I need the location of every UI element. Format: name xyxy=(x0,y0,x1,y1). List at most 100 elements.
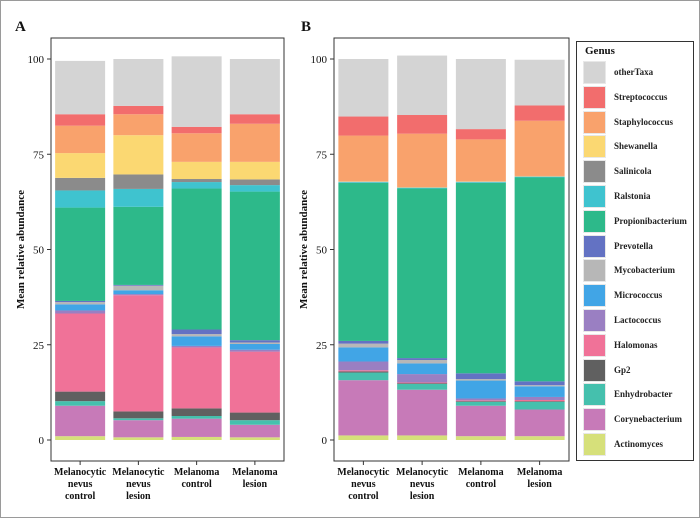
bar-segment-halomonas xyxy=(229,351,280,413)
bar-segment-mycobacterium xyxy=(229,342,280,344)
bar-segment-enhydrobacter xyxy=(55,401,106,406)
bar-stack-4 xyxy=(514,59,565,440)
legend-item-mycobacterium: Mycobacterium xyxy=(583,259,691,283)
bar-segment-staphylococcus xyxy=(455,139,506,182)
bar-segment-streptococcus xyxy=(338,116,389,136)
legend-label: Actinomyces xyxy=(614,439,663,449)
bar-segment-actinomyces xyxy=(229,437,280,440)
bar-segment-gp2 xyxy=(397,383,448,384)
bar-segment-ralstonia xyxy=(55,190,106,208)
legend-item-othertaxa: otherTaxa xyxy=(583,61,691,85)
bar-segment-halomonas xyxy=(113,295,164,412)
bar-segment-actinomyces xyxy=(113,437,164,440)
bar-segment-propionibacterium xyxy=(55,207,106,301)
legend-item-prevotella: Prevotella xyxy=(583,234,691,259)
y-tick-label: 0 xyxy=(322,435,328,447)
panel-1: A Mean relative abundance 0 25 50 75 100 Melano… xyxy=(15,19,285,502)
bar-segment-ralstonia xyxy=(171,182,222,189)
bar-segment-actinomyces xyxy=(171,436,222,440)
bar-stack-1 xyxy=(338,59,389,440)
bar-segment-lactococcus xyxy=(55,310,106,314)
bar-segment-ralstonia xyxy=(397,187,448,189)
x-tick-label: Melanoma lesion xyxy=(517,467,563,490)
panel-label: B xyxy=(301,19,311,35)
bar-segment-actinomyces xyxy=(55,436,106,440)
legend-item-micrococcus: Micrococcus xyxy=(583,284,691,308)
bar-segment-streptococcus xyxy=(113,105,164,115)
legend-swatch xyxy=(583,309,606,332)
legend: Genus otherTaxa Streptococcus Staphylococc… xyxy=(576,41,694,461)
bar-segment-propionibacterium xyxy=(229,191,280,341)
legend-swatch xyxy=(583,333,606,357)
bar-segment-enhydrobacter xyxy=(229,420,280,425)
x-tick-label: Melanoma control xyxy=(458,467,504,490)
bar-segment-micrococcus xyxy=(229,343,280,350)
bar-segment-staphylococcus xyxy=(113,114,164,136)
bar-segment-staphylococcus xyxy=(55,125,106,154)
bar-segment-salinicola xyxy=(171,179,222,183)
bar-segment-mycobacterium xyxy=(397,359,448,364)
legend-swatch xyxy=(583,259,606,283)
bar-segment-shewanella xyxy=(171,161,222,180)
bar-segment-staphylococcus xyxy=(171,133,222,162)
bar-segment-salinicola xyxy=(113,174,164,189)
bar-segment-salinicola xyxy=(229,179,280,186)
y-tick-label: 100 xyxy=(311,54,328,66)
legend-item-propionibacterium: Propionibacterium xyxy=(583,209,691,234)
legend-item-ralstonia: Ralstonia xyxy=(583,185,691,209)
bar-segment-streptococcus xyxy=(455,129,506,140)
bar-segment-streptococcus xyxy=(514,105,565,121)
bar-segment-actinomyces xyxy=(455,436,506,440)
bar-segment-halomonas xyxy=(514,399,565,402)
bar-segment-propionibacterium xyxy=(514,177,565,382)
bar-stack-2 xyxy=(113,59,164,440)
bar-stack-3 xyxy=(455,59,506,440)
bar-segment-othertaxa xyxy=(55,60,106,115)
legend-item-salinicola: Salinicola xyxy=(583,160,691,184)
legend-item-streptococcus: Streptococcus xyxy=(583,85,691,110)
legend-label: Mycobacterium xyxy=(614,265,675,276)
bar-segment-mycobacterium xyxy=(55,302,106,305)
y-tick-label: 75 xyxy=(33,149,45,161)
bar-segment-mycobacterium xyxy=(171,334,222,337)
bar-segment-mycobacterium xyxy=(113,285,164,291)
bar-segment-lactococcus xyxy=(171,345,222,348)
legend-swatch xyxy=(583,135,606,159)
bar-segment-prevotella xyxy=(455,373,506,380)
bar-segment-halomonas xyxy=(55,313,106,392)
bar-segment-gp2 xyxy=(514,401,565,402)
bar-segment-staphylococcus xyxy=(338,135,389,182)
bar-segment-mycobacterium xyxy=(455,379,506,381)
bar-segment-staphylococcus xyxy=(397,133,448,188)
bar-segment-micrococcus xyxy=(338,347,389,362)
bar-segment-streptococcus xyxy=(55,114,106,126)
bar-segment-corynebacterium xyxy=(338,380,389,436)
legend-item-staphylococcus: Staphylococcus xyxy=(583,110,691,135)
bar-segment-staphylococcus xyxy=(229,123,280,162)
panel-2: B Mean relative abundance 0 25 50 75 100 Melano… xyxy=(298,19,570,502)
bar-segment-corynebacterium xyxy=(55,405,106,437)
bar-segment-mycobacterium xyxy=(338,343,389,348)
bar-segment-propionibacterium xyxy=(171,188,222,330)
bar-segment-enhydrobacter xyxy=(455,401,506,406)
bar-segment-mycobacterium xyxy=(514,385,565,387)
x-tick-label: Melanocytic nevus control xyxy=(54,467,107,502)
legend-swatch xyxy=(583,433,606,456)
bar-segment-propionibacterium xyxy=(455,182,506,374)
bar-segment-corynebacterium xyxy=(397,389,448,436)
bar-stack-1 xyxy=(55,60,106,440)
bar-segment-gp2 xyxy=(55,391,106,402)
y-tick-label: 0 xyxy=(39,435,45,447)
bar-segment-lactococcus xyxy=(229,349,280,352)
bar-segment-shewanella xyxy=(55,153,106,178)
legend-label: Enhydrobacter xyxy=(614,389,673,400)
bar-segment-halomonas xyxy=(397,382,448,384)
x-tick-label: Melanoma lesion xyxy=(232,467,278,490)
bar-segment-shewanella xyxy=(113,135,164,175)
bar-segment-micrococcus xyxy=(455,380,506,399)
bar-segment-ralstonia xyxy=(514,176,565,178)
legend-label: Shewanella xyxy=(614,141,658,152)
bar-segment-corynebacterium xyxy=(229,424,280,438)
legend-item-enhydrobacter: Enhydrobacter xyxy=(583,383,691,407)
